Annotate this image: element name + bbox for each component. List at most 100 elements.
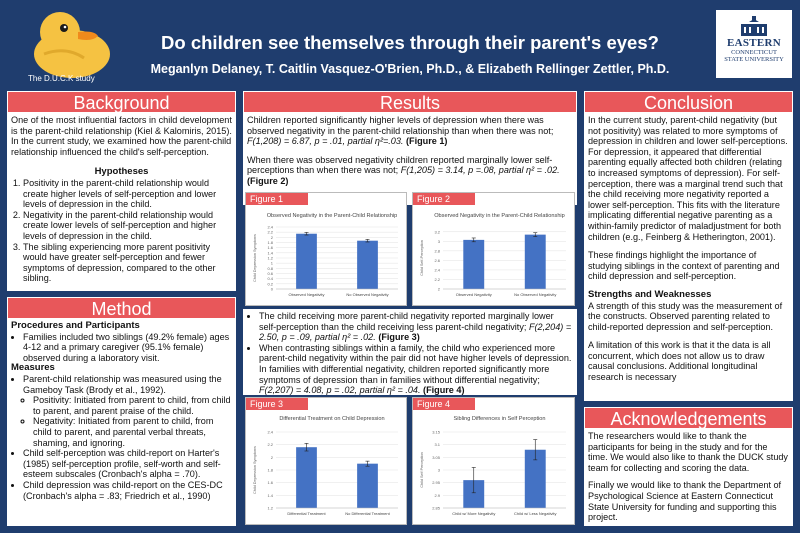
x-tick-label: No Observed Negativity <box>346 292 388 297</box>
procedures-item: Families included two siblings (49.2% fe… <box>23 332 232 364</box>
results-bullet: The child receiving more parent-child ne… <box>259 311 573 343</box>
poster-header: The D.U.C.K study Do children see themse… <box>0 0 800 88</box>
y-tick-label: 1.6 <box>267 245 273 250</box>
hypothesis-item: Negativity in the parent-child relations… <box>23 210 232 242</box>
y-tick-label: 2.2 <box>434 277 440 282</box>
figure-tab: Figure 2 <box>413 193 475 205</box>
measures-list: Parent-child relationship was measured u… <box>11 374 232 501</box>
university-logo: EASTERN CONNECTICUT STATE UNIVERSITY <box>716 10 792 78</box>
x-tick-label: Child w/ More Negativity <box>452 511 495 516</box>
bar <box>524 449 546 508</box>
strengths-heading: Strengths and Weaknesses <box>588 288 712 300</box>
y-tick-label: 2.4 <box>434 267 440 272</box>
hypothesis-item: Positivity in the parent-child relations… <box>23 178 232 210</box>
conclusion-p1: In the current study, parent-child negat… <box>588 115 788 242</box>
measure-subitem: Negativity: Initiated from parent to chi… <box>33 416 232 448</box>
bar <box>296 233 317 289</box>
figure-2: Figure 2 Observed Negativity in the Paren… <box>412 192 575 306</box>
y-axis-label: Child Self-Perception <box>420 240 424 276</box>
bar-chart: Sibling Differences in Self Perception 2.… <box>420 416 566 516</box>
y-tick-label: 0 <box>271 287 274 292</box>
duck-caption: The D.U.C.K study <box>28 74 95 83</box>
y-tick-label: 1 <box>271 261 274 266</box>
hypothesis-item: The sibling experiencing more parent pos… <box>23 242 232 284</box>
y-axis-label: Child Depression Symptoms <box>253 234 257 282</box>
x-tick-label: Observed Negativity <box>456 292 492 297</box>
hypotheses-list: Positivity in the parent-child relations… <box>11 178 232 284</box>
y-tick-label: 3.1 <box>434 442 440 447</box>
figure-4: Figure 4 Sibling Differences in Self Perc… <box>412 397 575 525</box>
logo-state-university: STATE UNIVERSITY <box>724 56 784 63</box>
chart-title: Sibling Differences in Self Perception <box>454 416 546 422</box>
results-p1-stat: F(1,208) = 6.87, p = .01, partial η²=.03… <box>247 136 404 147</box>
poster-title: Do children see themselves through their… <box>161 32 659 53</box>
results-top-text: Children reported significantly higher l… <box>243 113 577 205</box>
y-tick-label: 1.8 <box>267 468 273 473</box>
bar <box>463 480 485 508</box>
y-axis-label: Child Depression Symptoms <box>253 446 257 494</box>
procedures-heading: Procedures and Participants <box>11 320 140 331</box>
duck-logo-icon <box>34 12 110 78</box>
hypotheses-heading: Hypotheses <box>94 166 149 178</box>
acknowledgements-heading: Acknowledgements <box>584 407 793 429</box>
y-tick-label: 2.6 <box>434 258 440 263</box>
y-tick-label: 2.85 <box>432 506 441 511</box>
y-tick-label: 0.6 <box>267 271 273 276</box>
y-tick-label: 3.2 <box>434 229 440 234</box>
results-section: Results Children reported significantly … <box>243 91 577 526</box>
y-tick-label: 2.9 <box>434 493 440 498</box>
chart-title: Observed Negativity in the Parent-Child … <box>434 213 565 219</box>
poster-authors: Meganlyn Delaney, T. Caitlin Vasquez-O'B… <box>150 62 670 76</box>
measure-item: Child depression was child-report on the… <box>23 480 232 501</box>
x-tick-label: No Differential Treatment <box>345 511 390 516</box>
results-p2-fig: (Figure 2) <box>247 175 289 186</box>
bar <box>357 240 378 289</box>
y-tick-label: 0.4 <box>267 276 273 281</box>
y-tick-label: 0.8 <box>267 266 273 271</box>
y-tick-label: 2.4 <box>267 225 273 230</box>
bar <box>524 234 546 289</box>
acknowledgements-section: Acknowledgements The researchers would l… <box>584 407 793 526</box>
results-p2: When there was observed negativity child… <box>247 154 553 176</box>
conclusion-p3: A strength of this study was the measure… <box>588 300 783 332</box>
y-tick-label: 2.2 <box>267 230 273 235</box>
building-icon <box>741 16 767 36</box>
results-p1-fig: (Figure 1) <box>405 136 448 147</box>
conclusion-p4: A limitation of this work is that it the… <box>588 340 771 383</box>
bar-chart: Observed Negativity in the Parent-Child … <box>253 213 398 297</box>
y-tick-label: 1.8 <box>267 240 273 245</box>
y-tick-label: 1.4 <box>267 493 273 498</box>
x-tick-label: No Observed Negativity <box>514 292 556 297</box>
background-intro: One of the most influential factors in c… <box>11 115 232 157</box>
y-tick-label: 3.15 <box>432 430 441 435</box>
results-bullet: When contrasting siblings within a famil… <box>259 343 573 396</box>
conclusion-heading: Conclusion <box>584 91 793 113</box>
x-tick-label: Child w/ Less Negativity <box>514 511 556 516</box>
x-tick-label: Differential Treatment <box>287 511 326 516</box>
figure-1: Figure 1 Observed Negativity in the Paren… <box>245 192 407 306</box>
results-p2-stat: F(1,205) = 3.14, p =.08, partial η² = .0… <box>400 165 560 176</box>
bar-chart: Observed Negativity in the Parent-Child … <box>420 213 566 297</box>
y-tick-label: 0.2 <box>267 281 273 286</box>
conclusion-section: Conclusion In the current study, parent-… <box>584 91 793 401</box>
y-tick-label: 3.05 <box>432 455 441 460</box>
figure-tab: Figure 1 <box>246 193 308 205</box>
figure-tab: Figure 3 <box>246 398 308 410</box>
logo-eastern: EASTERN <box>726 37 782 49</box>
method-section: Method Procedures and Participants Famil… <box>7 297 236 526</box>
y-tick-label: 1.6 <box>267 480 273 485</box>
figure-tab: Figure 4 <box>413 398 475 410</box>
background-heading: Background <box>7 91 236 113</box>
logo-connecticut: CONNECTICUT <box>731 49 777 56</box>
y-tick-label: 1.2 <box>267 506 273 511</box>
results-heading: Results <box>243 91 577 113</box>
y-tick-label: 2.4 <box>267 430 273 435</box>
x-tick-label: Observed Negativity <box>288 292 324 297</box>
measure-subitem: Positivity: Initiated from parent to chi… <box>33 395 232 416</box>
y-tick-label: 2.2 <box>267 442 273 447</box>
y-tick-label: 2.8 <box>434 248 440 253</box>
measures-heading: Measures <box>11 362 55 374</box>
figure-3: Figure 3 Differential Treatment on Child … <box>245 397 407 525</box>
ack-p1: The researchers would like to thank the … <box>588 431 788 473</box>
bar <box>296 447 317 508</box>
